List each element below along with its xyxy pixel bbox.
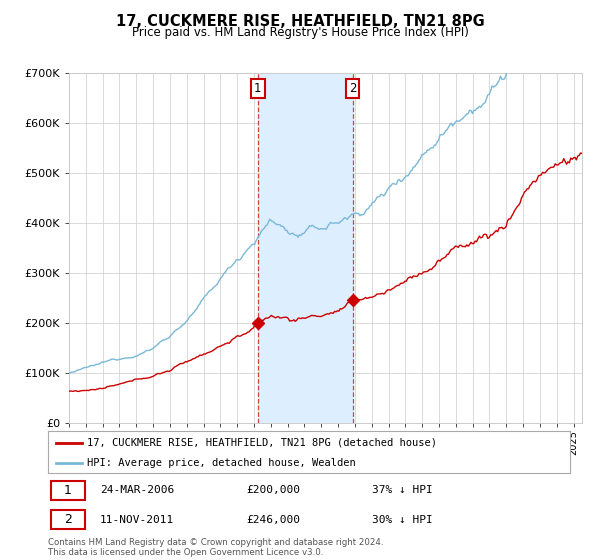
- Text: 17, CUCKMERE RISE, HEATHFIELD, TN21 8PG (detached house): 17, CUCKMERE RISE, HEATHFIELD, TN21 8PG …: [87, 438, 437, 448]
- Text: 1: 1: [254, 82, 262, 95]
- FancyBboxPatch shape: [50, 480, 85, 500]
- Text: Contains HM Land Registry data © Crown copyright and database right 2024.
This d: Contains HM Land Registry data © Crown c…: [48, 538, 383, 557]
- Text: HPI: Average price, detached house, Wealden: HPI: Average price, detached house, Weal…: [87, 458, 356, 468]
- Text: 11-NOV-2011: 11-NOV-2011: [100, 515, 175, 525]
- Text: 30% ↓ HPI: 30% ↓ HPI: [371, 515, 433, 525]
- Text: £246,000: £246,000: [247, 515, 301, 525]
- Text: £200,000: £200,000: [247, 485, 301, 495]
- Bar: [258, 73, 353, 423]
- Text: 1: 1: [64, 484, 71, 497]
- Text: 2: 2: [349, 82, 356, 95]
- Text: 2: 2: [64, 513, 71, 526]
- Text: 17, CUCKMERE RISE, HEATHFIELD, TN21 8PG: 17, CUCKMERE RISE, HEATHFIELD, TN21 8PG: [116, 14, 484, 29]
- FancyBboxPatch shape: [50, 510, 85, 529]
- Text: 37% ↓ HPI: 37% ↓ HPI: [371, 485, 433, 495]
- Text: 24-MAR-2006: 24-MAR-2006: [100, 485, 175, 495]
- Text: Price paid vs. HM Land Registry's House Price Index (HPI): Price paid vs. HM Land Registry's House …: [131, 26, 469, 39]
